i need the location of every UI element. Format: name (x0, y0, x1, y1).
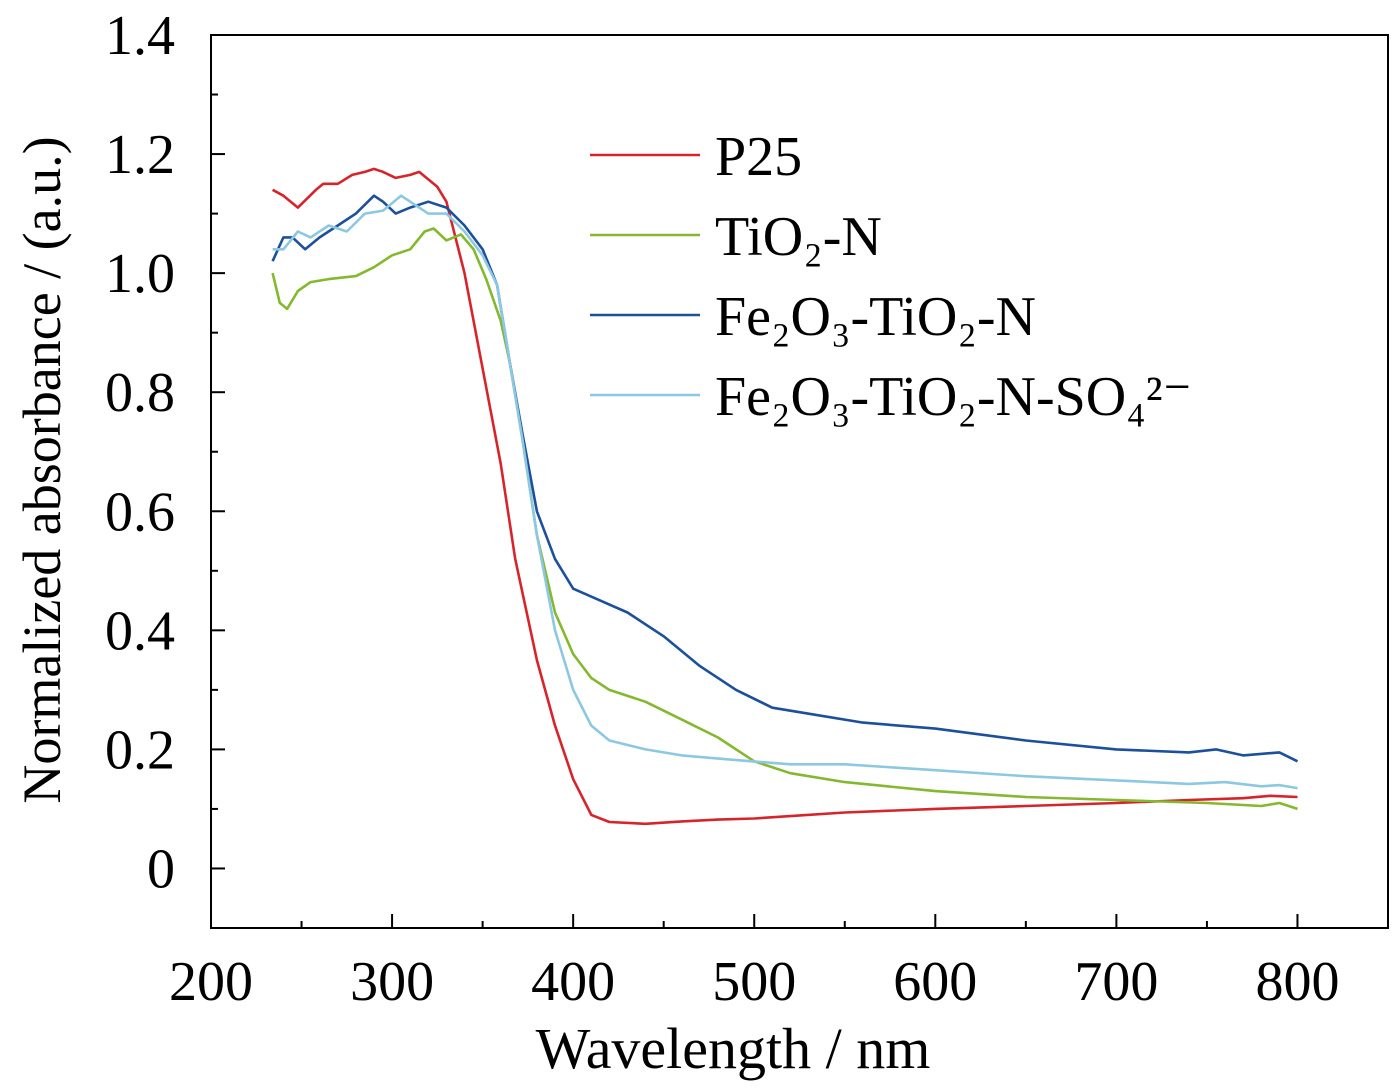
y-tick-label: 0.2 (105, 719, 175, 781)
y-tick-label: 1.2 (105, 124, 175, 186)
y-tick-label: 0.4 (105, 600, 175, 662)
series-line (272, 194, 1298, 790)
x-tick-label: 300 (350, 951, 434, 1013)
y-tick-label: 1.4 (105, 5, 175, 67)
legend-label: Fe₂O₃-TiO₂-N-SO₄²⁻ (715, 366, 1192, 428)
x-tick-label: 800 (1255, 951, 1339, 1013)
axis-ticks (210, 34, 1299, 928)
legend-label: Fe₂O₃-TiO₂-N (715, 286, 1036, 348)
series-layer (271, 167, 1299, 826)
y-tick-label: 0 (147, 838, 175, 900)
plot-frame (210, 34, 1389, 929)
y-tick-label: 0.8 (105, 362, 175, 424)
x-tick-label: 700 (1074, 951, 1158, 1013)
series-line (271, 167, 1298, 826)
series-line (271, 194, 1299, 763)
y-tick-label: 0.6 (105, 481, 175, 543)
x-tick-label: 600 (893, 951, 977, 1013)
x-tick-label: 200 (169, 951, 253, 1013)
y-tick-label: 1.0 (105, 243, 175, 305)
legend: P25 TiO₂-N Fe₂O₃-TiO₂-N Fe₂O₃-TiO₂-N-SO₄²⁻ (590, 126, 1192, 428)
legend-label: P25 (715, 126, 802, 188)
y-axis-label: Normalized absorbance / (a.u.) (12, 136, 72, 803)
legend-label: TiO₂-N (715, 206, 882, 268)
axis-tick-labels: 200 300 400 500 600 700 800 0 0.2 0.4 0.6 0.8 1.0 1.2… (105, 5, 1339, 1013)
x-axis-label: Wavelength / nm (536, 1016, 931, 1081)
x-tick-label: 400 (531, 951, 615, 1013)
x-tick-label: 500 (712, 951, 796, 1013)
